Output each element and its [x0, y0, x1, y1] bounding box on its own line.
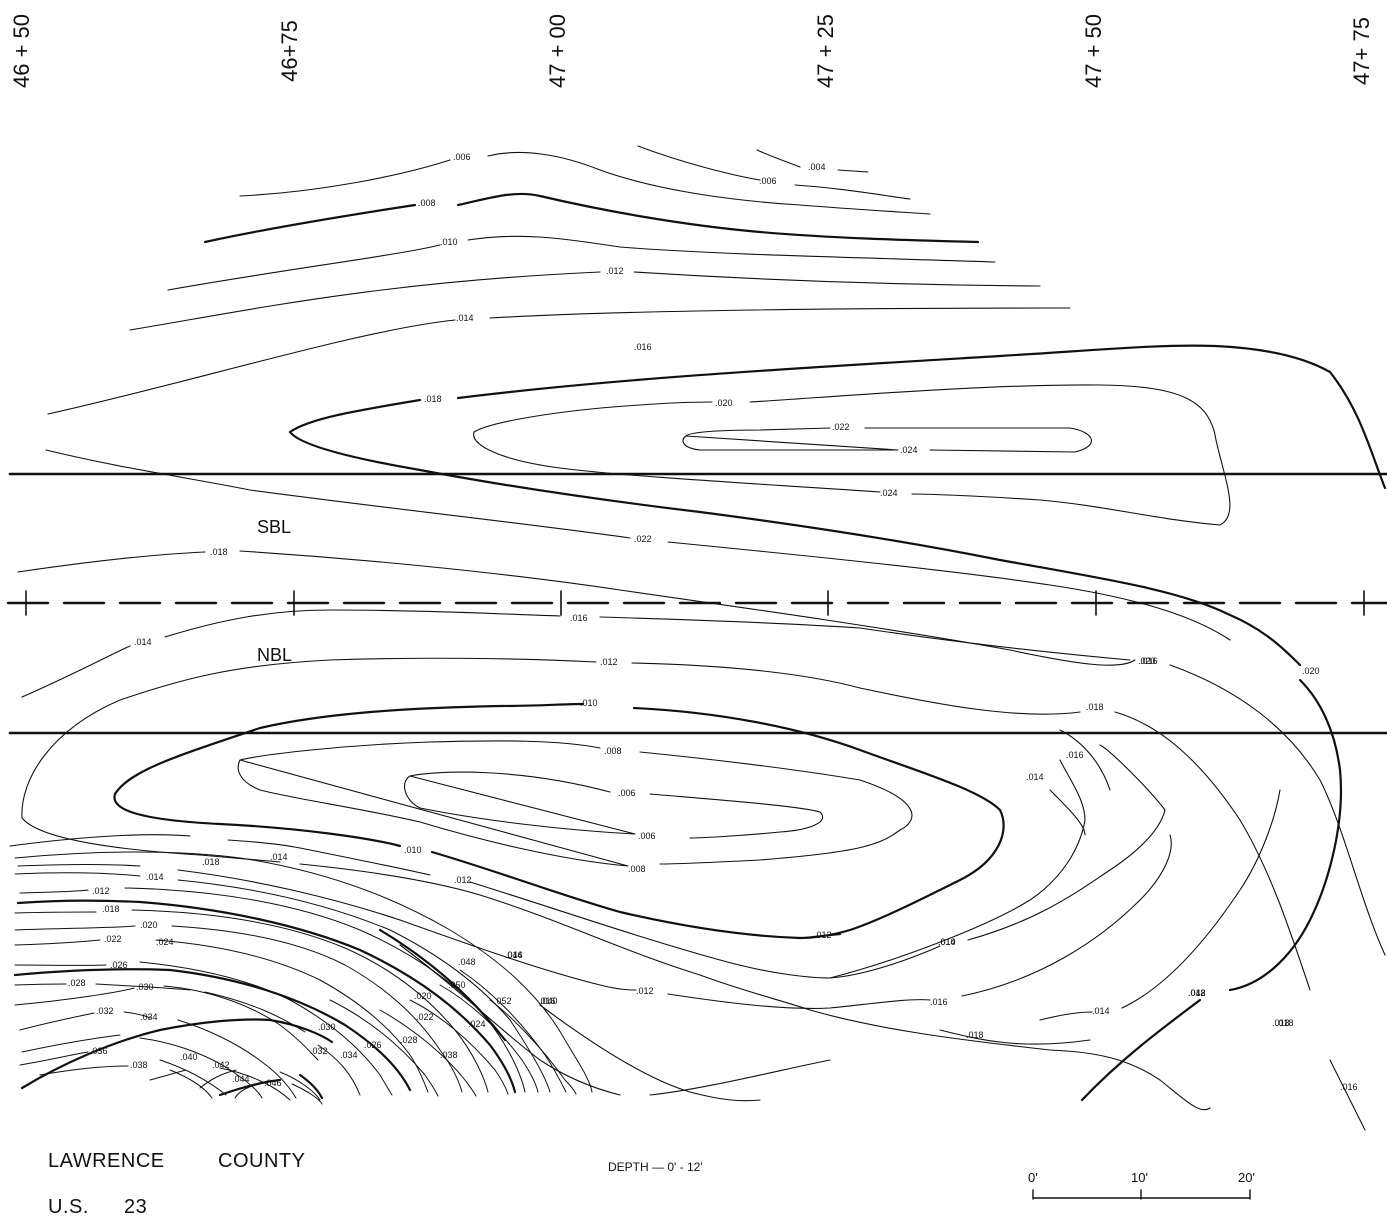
contour-label: .014 — [1026, 772, 1044, 782]
contour-label: .012 — [92, 886, 110, 896]
contour-label: .030 — [136, 982, 154, 992]
lower-left-contours-bold — [13, 899, 517, 1100]
contour-label: .028 — [400, 1035, 418, 1045]
contour-label: .046 — [264, 1078, 282, 1088]
contour-label: .010 — [404, 845, 422, 855]
contour-label: .022 — [416, 1012, 434, 1022]
contour-label: .018 — [1272, 1018, 1290, 1028]
contour-label: .042 — [212, 1060, 230, 1070]
contour-label: .008 — [628, 864, 646, 874]
lower-left-contours — [14, 851, 593, 1105]
contour-label: .020 — [1302, 666, 1320, 676]
contour-label: .008 — [418, 198, 436, 208]
contour-label: .018 — [1086, 702, 1104, 712]
middle-contours-bold — [113, 678, 1343, 1102]
contour-label: .042 — [1188, 988, 1206, 998]
contour-label: .018 — [424, 394, 442, 404]
contour-label: .020 — [1138, 656, 1156, 666]
contour-label: .020 — [414, 991, 432, 1001]
contour-label: .016 — [538, 996, 556, 1006]
contour-label: .012 — [814, 930, 832, 940]
scale-label-20: 20' — [1238, 1170, 1255, 1185]
contour-label: .022 — [634, 534, 652, 544]
scale-bar — [1032, 1189, 1251, 1200]
contour-label: .010 — [938, 937, 956, 947]
contour-label: .014 — [1092, 1006, 1110, 1016]
contour-label: .006 — [618, 788, 636, 798]
contour-label: .034 — [340, 1050, 358, 1060]
contour-label: .016 — [570, 613, 588, 623]
station-ticks — [25, 590, 1365, 616]
contour-label: .020 — [140, 920, 158, 930]
contour-label: .018 — [966, 1030, 984, 1040]
upper-contours-bold — [203, 192, 1387, 667]
contour-label: .012 — [606, 266, 624, 276]
contour-label: .026 — [110, 960, 128, 970]
contour-label: .008 — [604, 746, 622, 756]
contour-label: .018 — [1188, 988, 1206, 998]
contour-label: .034 — [140, 1012, 158, 1022]
contour-label: .024 — [900, 445, 918, 455]
contour-label: .014 — [146, 872, 164, 882]
contour-label: .016 — [1340, 1082, 1358, 1092]
nbl-label: NBL — [257, 645, 293, 665]
contour-label-group: .004 .006 .006 .008 .010 .012 .014 .016 .018 .020… — [68, 152, 1358, 1092]
contour-label: .038 — [440, 1050, 458, 1060]
contour-label: .014 — [938, 937, 956, 947]
contour-label: .028 — [68, 978, 86, 988]
contour-label: .052 — [494, 996, 512, 1006]
contour-label: .016 — [1140, 656, 1158, 666]
contour-label: .016 — [634, 342, 652, 352]
contour-label: .024 — [156, 937, 174, 947]
contour-label: .006 — [638, 831, 656, 841]
sbl-label: SBL — [257, 517, 292, 537]
contour-label: .020 — [715, 398, 733, 408]
contour-label: .040 — [540, 996, 558, 1006]
contour-label: .024 — [468, 1019, 486, 1029]
contour-label: .022 — [104, 934, 122, 944]
contour-label: .010 — [580, 698, 598, 708]
contour-label: .016 — [930, 997, 948, 1007]
contour-label: .014 — [456, 313, 474, 323]
route-prefix: U.S. — [48, 1196, 89, 1218]
contour-label: .012 — [600, 657, 618, 667]
contour-label: .018 — [202, 857, 220, 867]
route-number: 23 — [124, 1196, 148, 1218]
scale-label-10: 10' — [1131, 1170, 1148, 1185]
contour-label: .014 — [134, 637, 152, 647]
contour-label: .032 — [96, 1006, 114, 1016]
depth-label: DEPTH — 0' - 12' — [608, 1160, 703, 1174]
contour-label: .048 — [458, 957, 476, 967]
upper-contours — [17, 145, 1231, 666]
county-name: LAWRENCE — [48, 1150, 165, 1172]
contour-label: .036 — [90, 1046, 108, 1056]
contour-label: .006 — [453, 152, 471, 162]
contour-label: .016 — [505, 950, 523, 960]
contour-label: .016 — [1066, 750, 1084, 760]
contour-label: .004 — [808, 162, 826, 172]
contour-label: .044 — [505, 950, 523, 960]
contour-label: .030 — [318, 1022, 336, 1032]
contour-label: .026 — [364, 1040, 382, 1050]
contour-label: .050 — [448, 980, 466, 990]
contour-label: .040 — [180, 1052, 198, 1062]
county-word: COUNTY — [218, 1150, 306, 1172]
contour-label: .044 — [232, 1074, 250, 1084]
scale-label-0: 0' — [1028, 1170, 1038, 1185]
contour-label: .038 — [130, 1060, 148, 1070]
contour-label: .006 — [759, 176, 777, 186]
contour-label: .012 — [454, 875, 472, 885]
contour-label: .010 — [440, 237, 458, 247]
middle-contours — [9, 609, 1386, 1131]
contour-label: .014 — [270, 852, 288, 862]
contour-label: .012 — [636, 986, 654, 996]
contour-label: .018 — [1276, 1018, 1294, 1028]
contour-label: .022 — [832, 422, 850, 432]
contour-label: .024 — [880, 488, 898, 498]
contour-label: .018 — [210, 547, 228, 557]
contour-label: .018 — [102, 904, 120, 914]
contour-label: .032 — [310, 1046, 328, 1056]
